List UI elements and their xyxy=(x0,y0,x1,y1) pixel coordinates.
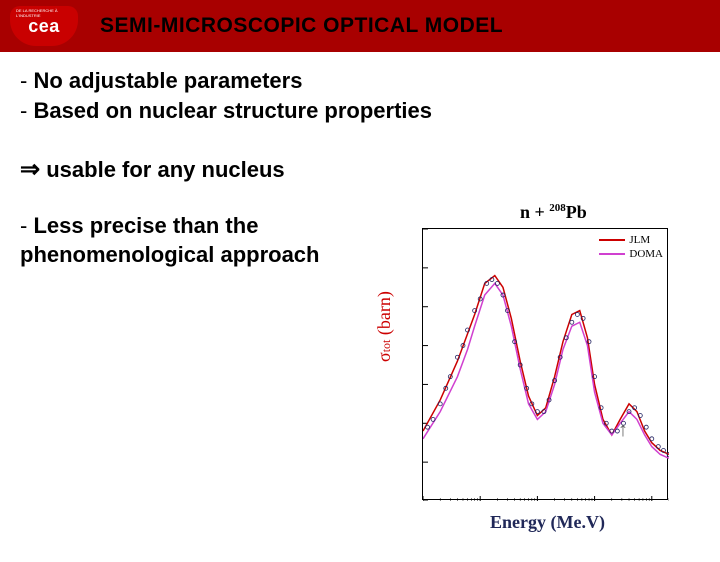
chart-legend: JLM DOMA xyxy=(599,233,663,261)
ylabel-main: σ xyxy=(374,352,394,362)
chart-title-prefix: n + xyxy=(520,202,549,222)
chart-xlabel: Energy (Me.V) xyxy=(490,512,605,533)
legend-row-doma: DOMA xyxy=(599,247,663,261)
cea-logo: DE LA RECHERCHE À L'INDUSTRIE cea xyxy=(10,6,78,46)
logo-text: cea xyxy=(28,16,60,37)
logo-subtitle: DE LA RECHERCHE À L'INDUSTRIE xyxy=(16,8,78,18)
bullet-1: - No adjustable parameters xyxy=(20,66,700,96)
lower-dash: - xyxy=(20,213,33,238)
header-bar: DE LA RECHERCHE À L'INDUSTRIE cea SEMI-M… xyxy=(0,0,720,52)
bullet-2-text: Based on nuclear structure properties xyxy=(33,98,432,123)
chart-title-sup: 208 xyxy=(549,202,566,214)
bullet-1-text: No adjustable parameters xyxy=(33,68,302,93)
legend-row-jlm: JLM xyxy=(599,233,663,247)
chart-container: n + 208Pb σtot (barn) JLM DOMA ↑ Energy … xyxy=(370,202,710,562)
ylabel-sub: tot xyxy=(379,340,393,353)
arrow-line: ⇒ usable for any nucleus xyxy=(20,155,700,184)
lower-bullet: - Less precise than the phenomenological… xyxy=(20,212,350,269)
content-area: - No adjustable parameters - Based on nu… xyxy=(0,52,720,270)
legend-line-doma xyxy=(599,253,625,255)
slide-title: SEMI-MICROSCOPIC OPTICAL MODEL xyxy=(100,14,503,38)
implies-icon: ⇒ xyxy=(20,157,40,183)
arrow-text: usable for any nucleus xyxy=(46,157,284,182)
chart-ylabel: σtot (barn) xyxy=(374,291,395,362)
legend-label-jlm: JLM xyxy=(629,234,650,246)
chart-title-elem: Pb xyxy=(566,202,587,222)
chart-arrow-annotation: ↑ xyxy=(618,419,628,442)
chart-plot: JLM DOMA ↑ xyxy=(422,228,668,500)
chart-svg xyxy=(423,229,669,501)
chart-title: n + 208Pb xyxy=(520,202,587,223)
ylabel-unit: (barn) xyxy=(374,291,394,339)
lower-text: Less precise than the phenomenological a… xyxy=(20,213,319,267)
bullet-2: - Based on nuclear structure properties xyxy=(20,96,700,126)
legend-label-doma: DOMA xyxy=(629,248,663,260)
legend-line-jlm xyxy=(599,239,625,241)
